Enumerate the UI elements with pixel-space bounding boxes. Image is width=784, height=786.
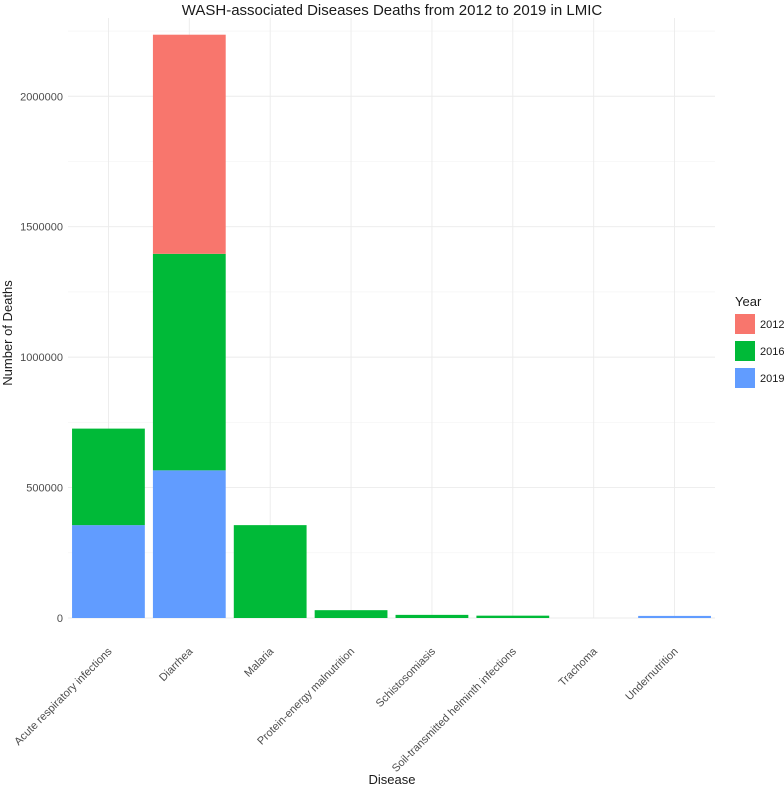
x-tick-label: Malaria	[242, 645, 277, 680]
x-tick-label: Protein-energy malnutrition	[255, 646, 357, 748]
bar-segment-2012	[152, 34, 226, 254]
legend-key-2012	[735, 314, 755, 334]
y-tick-label: 2000000	[20, 91, 63, 103]
x-tick-label: Trachoma	[557, 645, 601, 689]
bar-segment-2016	[152, 253, 226, 471]
bar-segment-2019	[152, 470, 226, 618]
legend-key-2016	[735, 341, 755, 361]
legend-label: 2012	[760, 319, 784, 331]
legend-label: 2016	[760, 346, 784, 358]
x-tick-labels: Acute respiratory infections Diarrhea Mala…	[12, 645, 680, 775]
bar-segment-2016	[72, 428, 145, 526]
bars-layer	[72, 34, 711, 618]
chart-title: WASH-associated Diseases Deaths from 201…	[182, 2, 603, 19]
bar-segment-2019	[638, 615, 711, 618]
bar-segment-2019	[72, 525, 145, 618]
bar-segment-2016	[233, 525, 307, 618]
y-axis-title: Number of Deaths	[0, 280, 15, 386]
legend-key-2019	[735, 368, 755, 388]
legend: Year 2012 2016 2019	[735, 294, 784, 388]
y-tick-label: 1500000	[20, 222, 63, 234]
legend-label: 2019	[760, 373, 784, 385]
bar-segment-2016	[395, 614, 469, 618]
x-tick-label: Diarrhea	[157, 645, 196, 684]
y-tick-labels: 0 500000 1000000 1500000 2000000	[20, 91, 63, 625]
y-tick-label: 500000	[26, 483, 63, 495]
y-tick-label: 1000000	[20, 352, 63, 364]
x-tick-label: Acute respiratory infections	[12, 645, 115, 748]
x-tick-label: Undernutrition	[623, 646, 680, 703]
bar-segment-2016	[314, 610, 388, 618]
x-tick-label: Schistosomiasis	[374, 645, 439, 710]
x-axis-title: Disease	[369, 772, 416, 786]
bar-segment-2016	[476, 615, 550, 618]
y-tick-label: 0	[57, 613, 63, 625]
legend-items: 2012 2016 2019	[735, 314, 784, 388]
legend-title: Year	[735, 294, 762, 309]
